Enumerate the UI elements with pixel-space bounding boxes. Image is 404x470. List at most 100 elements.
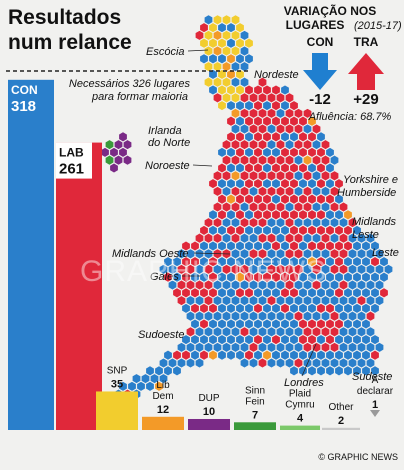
- constituency-hex: [311, 232, 322, 244]
- constituency-hex: [249, 248, 259, 260]
- constituency-hex: [244, 209, 254, 221]
- constituency-hex: [352, 334, 362, 345]
- constituency-hex: [217, 287, 227, 299]
- constituency-hex: [213, 342, 222, 353]
- constituency-hex: [186, 326, 195, 338]
- constituency-hex: [186, 310, 195, 322]
- constituency-hex: [145, 365, 155, 377]
- constituency-hex: [311, 139, 322, 150]
- constituency-hex: [222, 217, 231, 228]
- constituency-hex: [222, 92, 231, 104]
- constituency-hex: [100, 147, 110, 158]
- region-escocia: Escócia: [146, 46, 185, 58]
- constituency-hex: [186, 264, 195, 275]
- constituency-hex: [262, 178, 272, 189]
- constituency-hex: [361, 287, 371, 299]
- constituency-hex: [249, 92, 259, 104]
- constituency-hex: [329, 154, 340, 166]
- constituency-hex: [280, 303, 290, 314]
- region-noroeste: Noroeste: [145, 160, 190, 172]
- region-leste: Leste: [372, 247, 399, 259]
- region-gales: Gales: [150, 271, 179, 283]
- constituency-hex: [325, 162, 335, 174]
- constituency-hex: [379, 256, 389, 267]
- constituency-hex: [235, 84, 245, 96]
- arrow-down-icon: [303, 53, 337, 90]
- constituency-hex: [217, 147, 227, 158]
- constituency-hex: [316, 303, 326, 314]
- constituency-hex: [352, 303, 362, 314]
- constituency-hex: [293, 295, 304, 306]
- constituency-hex: [298, 318, 308, 330]
- constituency-hex: [280, 178, 290, 189]
- constituency-hex: [195, 279, 204, 291]
- constituency-hex: [334, 193, 344, 205]
- constituency-hex: [231, 139, 240, 150]
- constituency-hex: [195, 326, 204, 338]
- hex-map: [100, 14, 394, 408]
- bar-label-plaid-cymru: Cymru: [285, 400, 314, 411]
- constituency-hex: [204, 295, 213, 306]
- constituency-hex: [343, 240, 353, 252]
- constituency-hex: [343, 256, 353, 267]
- constituency-hex: [311, 123, 322, 135]
- constituency-hex: [244, 147, 254, 158]
- constituency-hex: [195, 295, 204, 306]
- constituency-hex: [320, 186, 331, 197]
- constituency-hex: [271, 318, 281, 330]
- constituency-hex: [311, 295, 322, 306]
- region-yorkshire-line-1: Yorkshire e: [343, 174, 398, 186]
- constituency-hex: [289, 303, 299, 314]
- constituency-hex: [334, 334, 344, 345]
- constituency-hex: [298, 334, 308, 345]
- constituency-hex: [307, 349, 317, 361]
- constituency-hex: [311, 326, 322, 338]
- constituency-hex: [249, 342, 259, 353]
- constituency-hex: [226, 162, 236, 174]
- constituency-hex: [177, 279, 186, 291]
- constituency-hex: [275, 342, 286, 353]
- constituency-hex: [213, 232, 222, 244]
- constituency-hex: [262, 256, 272, 267]
- constituency-hex: [222, 232, 231, 244]
- constituency-hex: [226, 240, 236, 252]
- constituency-hex: [222, 76, 231, 88]
- bar-dup: [188, 418, 230, 430]
- constituency-hex: [253, 256, 263, 267]
- bar-label-lab: LAB: [59, 146, 84, 160]
- constituency-hex: [370, 240, 380, 252]
- constituency-hex: [293, 139, 304, 150]
- constituency-hex: [289, 225, 299, 236]
- constituency-hex: [347, 232, 358, 244]
- region-irlanda-line-2: do Norte: [148, 137, 190, 149]
- constituency-hex: [159, 264, 168, 275]
- constituency-hex: [334, 271, 344, 283]
- constituency-hex: [226, 318, 236, 330]
- constituency-hex: [338, 326, 349, 338]
- constituency-hex: [302, 264, 313, 275]
- constituency-hex: [181, 240, 191, 252]
- constituency-hex: [365, 295, 376, 306]
- constituency-hex: [298, 256, 308, 267]
- constituency-hex: [311, 310, 322, 322]
- constituency-hex: [266, 217, 277, 228]
- constituency-hex: [208, 22, 218, 33]
- constituency-hex: [307, 271, 317, 283]
- constituency-hex: [356, 248, 367, 260]
- constituency-hex: [275, 201, 286, 213]
- constituency-hex: [347, 295, 358, 306]
- constituency-hex: [320, 310, 331, 322]
- constituency-hex: [352, 318, 362, 330]
- constituency-hex: [379, 287, 389, 299]
- region-yorkshire-line-2: Humberside: [337, 187, 396, 199]
- constituency-hex: [284, 201, 295, 213]
- constituency-hex: [235, 349, 245, 361]
- bar-label-box-lab: [56, 142, 92, 179]
- arrow-up-icon: [348, 53, 384, 90]
- constituency-hex: [307, 303, 317, 314]
- constituency-hex: [181, 256, 191, 267]
- constituency-hex: [177, 357, 186, 369]
- constituency-hex: [159, 373, 168, 384]
- constituency-hex: [199, 22, 209, 33]
- constituency-hex: [374, 279, 385, 291]
